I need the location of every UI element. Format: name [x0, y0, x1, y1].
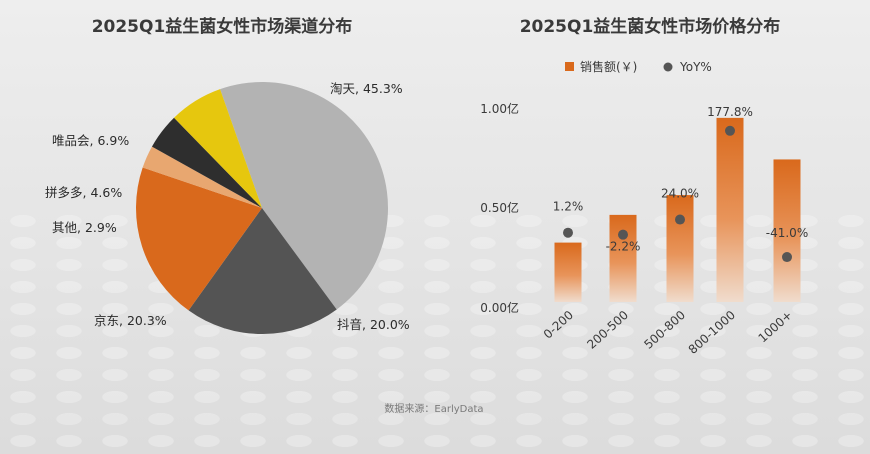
yoy-point-0-200 [563, 227, 573, 238]
pie-slice-label-4: 其他, 2.9% [52, 220, 117, 235]
yoy-data-label-200-500: -2.2% [606, 240, 641, 254]
pie-labels: 淘天, 45.3% 抖音, 20.0% 京东, 20.3% 其他, 2.9% 拼多多, … [45, 81, 410, 332]
legend-swatch-yoy [663, 62, 673, 72]
legend-swatch-sales [565, 62, 574, 71]
source-note: 数据来源：EarlyData [384, 402, 483, 415]
legend-label-sales: 销售额(￥) [580, 59, 637, 74]
pie-slice-4 [142, 146, 262, 208]
x-tick-label-0-200: 0-200 [541, 308, 576, 342]
y-tick-label-bottom: 0.00亿 [480, 300, 519, 315]
pie-slice-1 [220, 82, 388, 310]
pie-chart [136, 82, 388, 335]
yoy-point-200-500 [618, 229, 628, 240]
pie-slice-label-5: 拼多多, 4.6% [45, 185, 122, 200]
x-tick-label-800-1000: 800-1000 [686, 308, 738, 357]
pie-slice-2 [188, 208, 337, 335]
legend-label-yoy: YoY% [679, 60, 712, 74]
yoy-data-label-800-1000: 177.8% [707, 105, 753, 119]
yoy-point-500-800 [675, 214, 685, 225]
x-tick-label-1000+: 1000+ [755, 308, 795, 346]
y-tick-label-mid: 0.50亿 [480, 200, 519, 215]
pie-slice-label-1: 淘天, 45.3% [330, 81, 403, 96]
bar-series [554, 117, 801, 302]
pie-chart-title: 2025Q1益生菌女性市场渠道分布 [92, 16, 353, 37]
yoy-data-label-1000+: -41.0% [766, 226, 808, 240]
pie-slice-label-6: 唯品会, 6.9% [52, 133, 129, 148]
x-tick-label-200-500: 200-500 [584, 308, 631, 352]
x-tick-label-500-800: 500-800 [641, 308, 688, 352]
bar-legend: 销售额(￥) YoY% [565, 59, 712, 74]
bar-0-200 [554, 242, 582, 302]
bar-chart-title: 2025Q1益生菌女性市场价格分布 [520, 16, 781, 37]
pie-slice-6 [174, 89, 262, 208]
y-tick-label-top: 1.00亿 [480, 101, 519, 116]
pie-slice-5 [151, 117, 262, 208]
yoy-data-label-500-800: 24.0% [661, 187, 699, 201]
yoy-data-label-0-200: 1.2% [553, 200, 584, 214]
pie-slice-3 [136, 167, 262, 311]
bar-800-1000 [716, 117, 744, 302]
bar-200-500 [609, 214, 637, 302]
yoy-point-1000+ [782, 252, 792, 263]
yoy-series: 1.2% -2.2% 24.0% 177.8% -41.0% [553, 105, 808, 263]
pie-slice-label-3: 京东, 20.3% [94, 313, 167, 328]
bar-500-800 [666, 195, 694, 302]
bar-1000+ [773, 159, 801, 302]
pie-slice-label-2: 抖音, 20.0% [337, 317, 410, 332]
yoy-point-800-1000 [725, 125, 735, 136]
